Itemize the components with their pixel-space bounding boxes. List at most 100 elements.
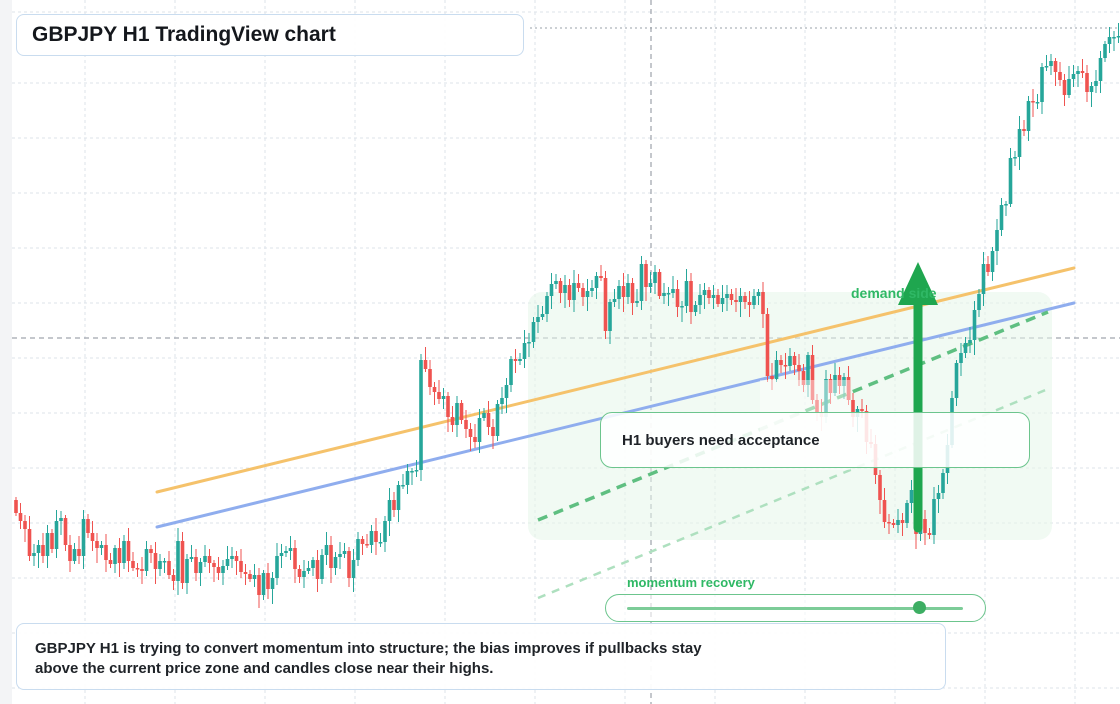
candle <box>135 563 140 577</box>
candle <box>1035 94 1040 109</box>
candle <box>383 516 387 552</box>
candle <box>117 538 122 577</box>
candle <box>320 549 324 584</box>
candle <box>729 289 734 305</box>
momentum-knob[interactable] <box>913 601 927 614</box>
candle-body <box>95 541 99 548</box>
candle-body <box>383 521 387 542</box>
candle-body <box>851 400 855 417</box>
candle-body <box>104 545 108 560</box>
candle <box>536 305 540 333</box>
candle-body <box>612 299 617 302</box>
candle <box>401 474 405 489</box>
candle <box>842 373 846 399</box>
candle <box>104 534 108 572</box>
candle <box>270 572 275 604</box>
candle-body <box>576 283 581 288</box>
candle-body <box>153 553 158 569</box>
candle-body <box>108 560 113 564</box>
candle-body <box>311 560 315 568</box>
candle-body <box>378 542 383 544</box>
candle <box>194 549 198 581</box>
candle-body <box>302 571 306 577</box>
candle <box>990 247 995 281</box>
candle-body <box>513 359 518 361</box>
candle <box>477 409 482 453</box>
candle <box>248 570 252 582</box>
candle <box>333 552 338 575</box>
candle <box>900 513 905 536</box>
candle-body <box>351 560 356 578</box>
candle <box>162 558 167 573</box>
candle-body <box>977 294 981 310</box>
candle-body <box>410 471 414 473</box>
candle <box>954 360 959 406</box>
candle <box>1080 59 1085 78</box>
candle-body <box>968 340 972 343</box>
candle <box>243 564 248 585</box>
candle <box>315 550 320 592</box>
candle <box>365 534 369 548</box>
candle <box>828 374 833 404</box>
momentum-slider[interactable] <box>605 594 986 622</box>
description-line-1: GBPJPY H1 is trying to convert momentum … <box>35 640 702 657</box>
candle <box>666 287 671 306</box>
candle-body <box>882 500 887 522</box>
candle <box>288 536 293 560</box>
candle <box>279 544 284 568</box>
candle <box>54 510 59 558</box>
candle <box>639 256 644 310</box>
candle <box>612 289 617 307</box>
candle <box>1044 55 1049 71</box>
candle-body <box>630 283 635 303</box>
candle-body <box>648 283 653 287</box>
candle <box>1089 82 1094 107</box>
candle-body <box>266 573 270 589</box>
candle <box>1008 148 1013 207</box>
candle <box>1049 54 1053 75</box>
candle-body <box>540 314 545 317</box>
candle-body <box>212 563 216 567</box>
candle-body <box>333 557 338 568</box>
candle <box>684 269 689 313</box>
candle <box>680 301 684 322</box>
candle <box>428 360 432 395</box>
candle-body <box>860 409 864 411</box>
candle-body <box>446 396 450 417</box>
candle <box>405 464 410 494</box>
candle-body <box>473 437 477 442</box>
candle <box>765 308 770 382</box>
candle-body <box>450 417 455 425</box>
candle-body <box>41 545 45 556</box>
candle-body <box>684 281 689 306</box>
candle <box>486 401 491 435</box>
candle-body <box>1049 61 1053 66</box>
candle-body <box>482 413 486 418</box>
candle <box>27 516 32 561</box>
candle-body <box>504 385 509 398</box>
candle <box>207 549 212 573</box>
candle <box>626 274 630 304</box>
candle-body <box>779 360 783 365</box>
candle <box>473 424 477 448</box>
candle <box>1112 31 1116 51</box>
candle <box>590 280 594 297</box>
candle <box>909 480 914 513</box>
chart-title: GBPJPY H1 TradingView chart <box>32 23 336 46</box>
candle <box>540 306 545 320</box>
candle <box>410 468 414 485</box>
candle-body <box>707 290 711 298</box>
candle <box>1062 74 1067 106</box>
candle-body <box>1062 80 1067 95</box>
candle-body <box>909 490 914 503</box>
candle-body <box>639 264 644 301</box>
candle <box>99 541 104 555</box>
candle <box>72 543 77 564</box>
candle <box>923 510 927 545</box>
candle <box>743 292 747 309</box>
candle <box>887 514 891 534</box>
candle-body <box>297 569 302 577</box>
candle-body <box>14 500 18 513</box>
candle-body <box>900 520 905 523</box>
candle <box>378 533 383 547</box>
